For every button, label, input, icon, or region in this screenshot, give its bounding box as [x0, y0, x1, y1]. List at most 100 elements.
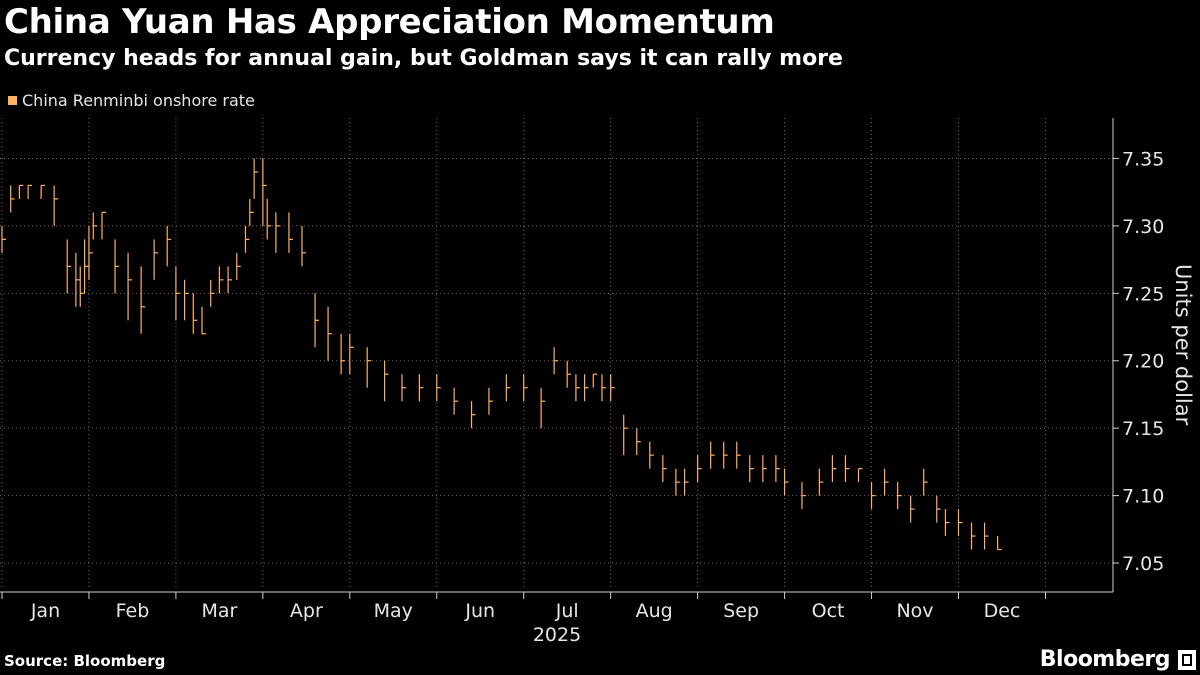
y-axis-title: Units per dollar — [1171, 264, 1195, 426]
ohlc-bar-3 — [27, 184, 33, 199]
ohlc-bar-38 — [366, 347, 372, 388]
ohlc-bar-23 — [218, 266, 224, 294]
ohlc-bar-25 — [236, 252, 241, 280]
ohlc-bar-32 — [288, 212, 293, 253]
ohlc-bar-82 — [957, 509, 963, 537]
ohlc-bar-39 — [383, 360, 389, 402]
ohlc-bar-69 — [783, 468, 789, 496]
ohlc-bar-48 — [540, 387, 546, 429]
ohlc-bar-51 — [575, 374, 580, 402]
ohlc-bar-1 — [10, 185, 15, 213]
ohlc-bar-64 — [723, 441, 728, 469]
ohlc-bar-11 — [92, 212, 98, 240]
source-note: Source: Bloomberg — [4, 652, 166, 670]
x-tick-label-10: Nov — [896, 600, 933, 622]
ohlc-bar-71 — [818, 468, 824, 496]
ohlc-bar-52 — [583, 374, 589, 402]
ohlc-bar-31 — [275, 212, 280, 253]
bloomberg-logo: Bloomberg — [1039, 647, 1171, 672]
ohlc-bar-85 — [997, 536, 1002, 551]
ohlc-bar-16 — [153, 239, 159, 280]
ohlc-bar-63 — [710, 441, 715, 469]
ohlc-bar-0 — [1, 225, 6, 253]
ohlc-bar-26 — [244, 225, 250, 253]
ohlc-bar-22 — [210, 279, 215, 307]
ohlc-bar-47 — [523, 374, 528, 402]
legend-swatch — [8, 96, 17, 105]
ohlc-bar-78 — [910, 495, 915, 523]
ohlc-bar-61 — [683, 468, 689, 496]
ohlc-bar-24 — [227, 266, 233, 294]
x-tick-label-3: Apr — [290, 600, 323, 622]
y-tick-label-2: 7.15 — [1122, 418, 1164, 440]
ohlc-bar-41 — [418, 374, 424, 402]
ohlc-bar-15 — [140, 266, 146, 334]
x-axis-year-label: 2025 — [533, 624, 581, 646]
ohlc-bar-44 — [470, 401, 476, 429]
y-tick-label-3: 7.20 — [1122, 351, 1164, 373]
ohlc-bar-81 — [944, 509, 950, 537]
x-tick-label-8: Sep — [723, 600, 759, 622]
ohlc-bar-28 — [253, 158, 259, 199]
chart-title: China Yuan Has Appreciation Momentum — [4, 2, 775, 42]
ohlc-bar-76 — [883, 468, 889, 496]
x-tick-label-6: Jul — [555, 600, 579, 622]
ohlc-bar-27 — [249, 198, 254, 226]
ohlc-bar-2 — [18, 184, 24, 199]
ohlc-bar-10 — [88, 225, 93, 280]
ohlc-bar-77 — [897, 482, 902, 510]
y-tick-label-4: 7.25 — [1122, 283, 1164, 305]
ohlc-series — [1, 158, 1002, 551]
ohlc-bar-42 — [436, 374, 441, 402]
chart-subtitle: Currency heads for annual gain, but Gold… — [4, 46, 843, 71]
x-tick-label-9: Oct — [812, 600, 845, 622]
ohlc-bar-40 — [401, 374, 406, 402]
ohlc-bar-73 — [844, 455, 850, 483]
y-tick-label-6: 7.35 — [1122, 148, 1164, 170]
ohlc-bar-55 — [610, 374, 615, 402]
chart-legend: China Renminbi onshore rate — [8, 91, 255, 110]
bloomberg-mark-icon — [1178, 650, 1196, 670]
ohlc-bar-72 — [831, 455, 837, 483]
ohlc-bar-83 — [970, 522, 976, 550]
ohlc-bar-56 — [623, 414, 628, 456]
ohlc-bar-84 — [983, 522, 989, 550]
y-tick-labels: 7.05 7.10 7.15 7.20 7.25 7.30 7.35 — [1122, 148, 1164, 575]
axes — [0, 118, 1119, 599]
ohlc-bar-8 — [79, 266, 85, 307]
ohlc-bar-36 — [340, 333, 346, 375]
ohlc-bar-13 — [114, 239, 120, 294]
x-tick-label-4: May — [374, 600, 413, 622]
ohlc-bar-29 — [262, 158, 267, 226]
ohlc-bar-21 — [201, 306, 206, 335]
ohlc-bar-53 — [592, 373, 598, 388]
ohlc-bar-37 — [349, 333, 354, 375]
ohlc-bar-9 — [84, 239, 89, 294]
x-tick-label-1: Feb — [116, 600, 150, 622]
y-tick-label-1: 7.10 — [1122, 486, 1164, 508]
y-tick-label-0: 7.05 — [1122, 553, 1164, 575]
x-tick-label-2: Mar — [201, 600, 237, 622]
ohlc-bar-60 — [675, 468, 680, 496]
ohlc-bar-49 — [553, 347, 559, 375]
ohlc-bar-65 — [736, 441, 741, 469]
ohlc-bar-45 — [488, 387, 493, 415]
ohlc-bar-58 — [649, 441, 654, 469]
ohlc-bar-79 — [923, 468, 928, 496]
ohlc-bar-35 — [327, 306, 333, 361]
ohlc-bar-33 — [301, 225, 306, 267]
y-tick-label-5: 7.30 — [1122, 216, 1164, 238]
ohlc-bar-74 — [857, 468, 863, 483]
x-tick-label-0: Jan — [30, 600, 60, 622]
ohlc-bar-46 — [505, 374, 511, 402]
ohlc-bar-17 — [166, 225, 172, 267]
ohlc-bar-7 — [75, 252, 80, 307]
ohlc-bar-4 — [40, 184, 46, 199]
x-tick-labels: Jan Feb Mar Apr May Jun Jul Aug Sep Oct Nov Dec — [30, 600, 1021, 622]
x-tick-label-7: Aug — [636, 600, 673, 622]
x-tick-label-11: Dec — [984, 600, 1021, 622]
ohlc-bar-18 — [175, 266, 180, 321]
legend-label: China Renminbi onshore rate — [22, 91, 255, 110]
ohlc-bar-34 — [314, 293, 320, 348]
x-tick-label-5: Jun — [464, 600, 495, 622]
